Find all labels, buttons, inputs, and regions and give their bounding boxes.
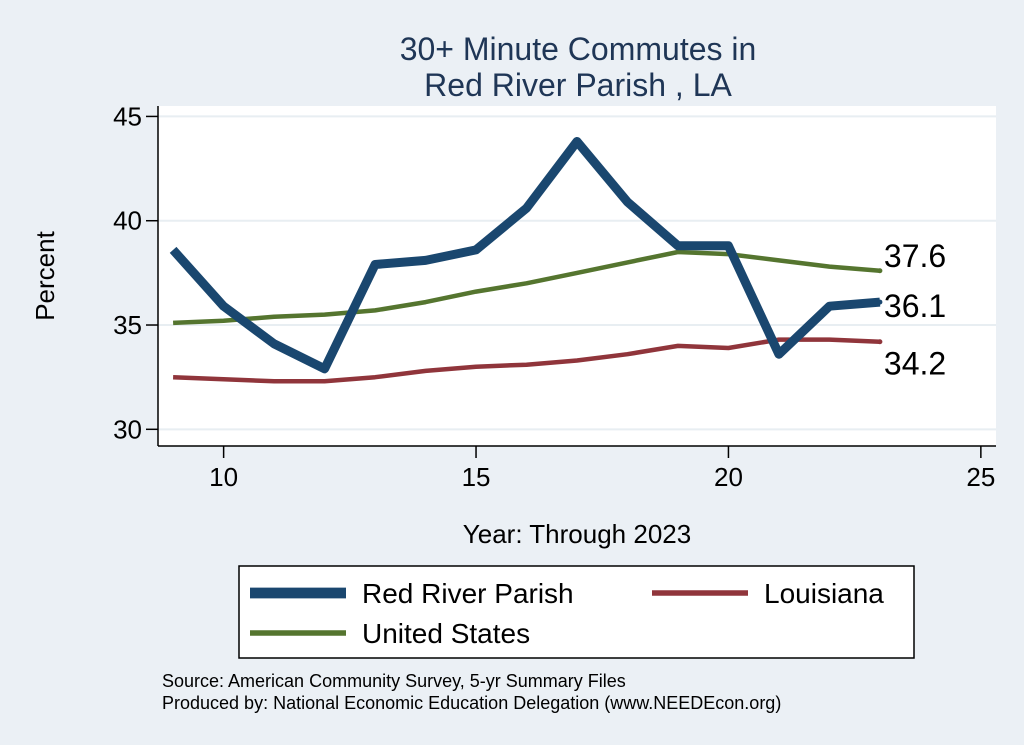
series-line-red-river-parish <box>169 137 881 374</box>
y-tick-label-35: 35 <box>113 310 142 340</box>
series-line-louisiana <box>173 337 880 384</box>
grid-lines <box>158 115 996 431</box>
chart-title-line-1: 30+ Minute Commutes in <box>400 31 757 67</box>
legend-label-red-river-parish: Red River Parish <box>362 578 574 609</box>
y-axis-label: Percent <box>30 230 60 320</box>
legend-box <box>238 565 915 659</box>
series-line-united-states <box>173 249 881 326</box>
end-point-united-states <box>877 268 883 274</box>
legend-label-united-states: United States <box>362 618 530 649</box>
y-tick-label-45: 45 <box>113 101 142 131</box>
x-tick-label-20: 20 <box>714 462 743 492</box>
chart-title: 30+ Minute Commutes in Red River Parish … <box>400 31 757 103</box>
end-point-louisiana <box>877 339 883 345</box>
legend: Red River Parish Louisiana United States <box>238 565 915 659</box>
axes: 30 35 40 45 10 15 20 25 <box>113 101 996 492</box>
source-notes: Source: American Community Survey, 5-yr … <box>162 671 781 713</box>
end-labels: 36.1 34.2 37.6 <box>884 238 946 382</box>
legend-label-louisiana: Louisiana <box>764 578 884 609</box>
x-tick-label-15: 15 <box>462 462 491 492</box>
end-label-united-states: 37.6 <box>884 238 946 274</box>
legend-entries: Red River Parish Louisiana United States <box>250 578 884 649</box>
y-tick-label-40: 40 <box>113 206 142 236</box>
y-tick-label-30: 30 <box>113 414 142 444</box>
producer-note: Produced by: National Economic Education… <box>162 693 781 713</box>
x-tick-label-25: 25 <box>966 462 995 492</box>
x-tick-label-10: 10 <box>209 462 238 492</box>
series-lines <box>169 137 883 384</box>
end-label-red-river-parish: 36.1 <box>884 288 946 324</box>
x-axis-label: Year: Through 2023 <box>463 519 691 549</box>
end-label-louisiana: 34.2 <box>884 346 946 382</box>
plot-area <box>158 106 996 446</box>
end-point-red-river-parish <box>877 299 883 305</box>
source-note: Source: American Community Survey, 5-yr … <box>162 671 626 691</box>
chart-title-line-2: Red River Parish , LA <box>424 67 732 103</box>
